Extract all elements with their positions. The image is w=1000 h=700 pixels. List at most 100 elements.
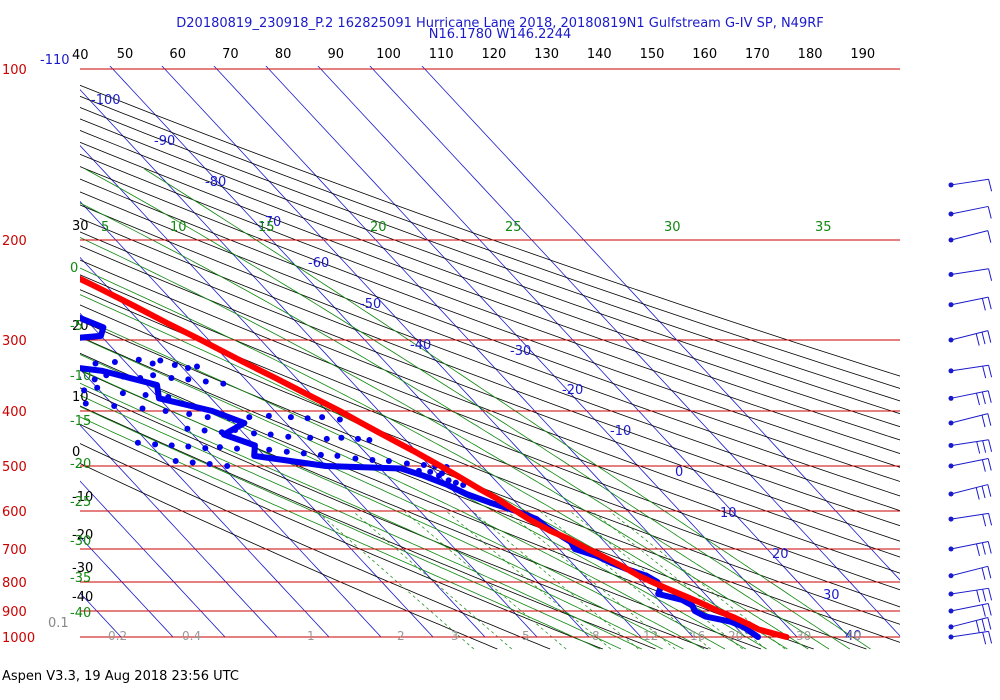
dewpoint-point — [172, 458, 179, 464]
wind-barb — [948, 296, 992, 311]
dewpoint-point — [317, 451, 324, 458]
mixing-ratio-label: 1 — [307, 629, 315, 643]
wind-barb-feather — [981, 567, 986, 580]
mixing-ratio-label: 8 — [592, 629, 600, 643]
wind-barb-staff — [950, 178, 989, 186]
wind-barb — [948, 602, 992, 617]
isotherm-line — [317, 66, 850, 638]
wind-barb-feather — [981, 414, 986, 428]
dewpoint-point — [46, 383, 52, 389]
isotherm-line — [80, 536, 174, 638]
chart-title-line-2: N16.1780 W146.2244 — [428, 27, 572, 42]
dry-adiabat-line — [80, 274, 900, 591]
dry-adiabat-line — [80, 178, 900, 482]
mixing-ratio-label: 0.2 — [108, 629, 127, 643]
pressure-tick-label: 300 — [2, 334, 27, 349]
dry-adiabat-line — [80, 424, 603, 650]
isotherm-line — [80, 145, 538, 638]
dewpoint-point — [323, 435, 330, 442]
moist-adiabat-line — [80, 406, 622, 650]
mixing-ratio-line — [471, 510, 639, 650]
dry-adiabat-line — [80, 289, 900, 608]
isotherm-tick-label: 40 — [845, 629, 862, 644]
dewpoint-point — [80, 375, 81, 381]
wind-barb-feather — [976, 441, 981, 454]
dewpoint-point — [206, 461, 213, 467]
dewpoint-point — [119, 390, 126, 397]
wind-barb-staff — [950, 390, 989, 399]
pressure-tick-label: 600 — [2, 505, 27, 520]
wind-barb-feather — [975, 393, 980, 406]
top-axis-tick-label: 80 — [275, 47, 292, 62]
dry-adiabat-line — [80, 84, 900, 377]
wind-barb-feather — [987, 206, 992, 219]
dewpoint-point — [202, 445, 209, 452]
mixing-ratio-label: 2 — [397, 629, 405, 643]
pressure-tick-label: 200 — [2, 234, 27, 249]
wind-barb-staff — [950, 512, 989, 520]
moist-adiabat-label: 30 — [664, 220, 681, 235]
isotherm-tick-label: -70 — [260, 215, 281, 230]
dewpoint-point — [266, 446, 273, 453]
wind-barb-feather — [987, 330, 992, 343]
mixing-ratio-line — [539, 510, 711, 650]
isotherm-line — [80, 368, 330, 638]
dry-adiabat-line — [80, 231, 900, 542]
dewpoint-point — [403, 460, 410, 467]
dewpoint-point — [189, 459, 196, 466]
dewpoint-point — [366, 437, 373, 443]
dewpoint-point — [92, 360, 99, 367]
wind-barb — [948, 364, 993, 379]
isotherm-tick-label: -30 — [510, 344, 531, 359]
top-axis-tick-label: 190 — [850, 47, 875, 62]
mixing-ratio-label: 0.4 — [182, 629, 201, 643]
dry-adiabat-line — [80, 259, 900, 574]
software-version-footer: Aspen V3.3, 19 Aug 2018 23:56 UTC — [2, 669, 239, 684]
dry-adiabat-line — [80, 217, 900, 527]
height-tick-label: 30 — [72, 219, 89, 234]
isotherm-line — [80, 312, 382, 638]
wind-barb — [948, 413, 992, 428]
mixing-ratio-line — [403, 510, 567, 650]
dewpoint-point — [338, 434, 345, 441]
bottom-scale-label: 30 — [796, 629, 811, 643]
dewpoint-point — [226, 415, 233, 422]
moist-adiabat-line — [144, 168, 871, 650]
wind-barb — [948, 390, 992, 406]
mixing-ratio-line — [316, 510, 475, 650]
dewpoint-point — [436, 472, 442, 479]
dewpoint-point — [265, 412, 272, 419]
dry-adiabat-label: -30 — [70, 534, 91, 549]
isotherm-tick-label: -20 — [562, 383, 583, 398]
top-axis-tick-label: 120 — [481, 47, 506, 62]
wind-barb-feather — [981, 331, 986, 345]
mixing-ratio-label: 16 — [690, 629, 705, 643]
dry-adiabat-line — [80, 336, 867, 650]
wind-barb — [948, 457, 992, 472]
wind-barb-feather — [981, 604, 986, 617]
wind-barb — [948, 512, 993, 527]
dewpoint-point — [149, 360, 156, 367]
dry-adiabat-label: 0 — [70, 261, 78, 276]
dry-adiabat-label: -5 — [70, 319, 83, 334]
dewpoint-point — [452, 479, 459, 486]
wind-barb — [948, 330, 992, 346]
wind-barb — [948, 617, 992, 633]
dry-adiabat-line — [80, 130, 900, 428]
dewpoint-point — [385, 458, 392, 464]
height-tick-label: -40 — [72, 590, 93, 605]
temperature-line — [80, 275, 790, 640]
top-axis-tick-label: 150 — [640, 47, 665, 62]
chart-title-line-1: D20180819_230918_P.2 162825091 Hurricane… — [176, 16, 824, 31]
bottom-scale-label: 40 — [846, 629, 861, 643]
isotherm-tick-label: -100 — [91, 93, 121, 108]
dewpoint-point — [82, 400, 89, 407]
dewpoint-point — [94, 384, 101, 391]
dewpoint-point — [152, 441, 159, 448]
dry-adiabat-label: -10 — [70, 369, 91, 384]
wind-barb-staff — [950, 602, 989, 612]
top-axis-tick-label: 70 — [222, 47, 239, 62]
height-tick-label: 40 — [72, 48, 89, 63]
dry-adiabat-line — [80, 204, 900, 512]
dewpoint-point — [139, 405, 146, 412]
